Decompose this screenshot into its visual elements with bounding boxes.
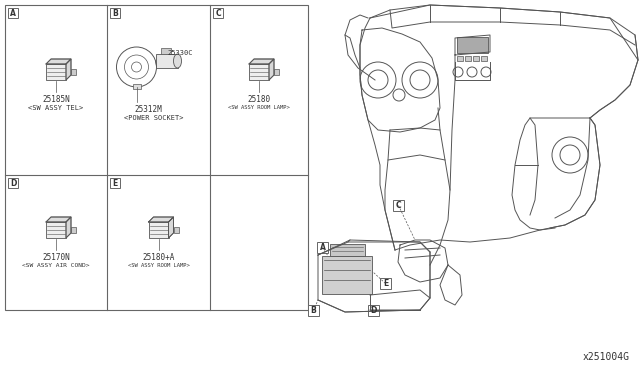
Bar: [8, 8, 18, 18]
Bar: [322, 256, 372, 294]
Bar: [71, 227, 76, 233]
Text: 25170N: 25170N: [42, 253, 70, 262]
Bar: [274, 69, 279, 75]
Bar: [5, 5, 308, 310]
Polygon shape: [66, 59, 71, 80]
Bar: [173, 227, 179, 233]
Text: E: E: [383, 279, 388, 288]
Bar: [71, 69, 76, 75]
Text: <POWER SOCKET>: <POWER SOCKET>: [124, 115, 183, 121]
Text: 25330C: 25330C: [168, 50, 193, 56]
Text: <SW ASSY TEL>: <SW ASSY TEL>: [28, 105, 84, 111]
Text: E: E: [113, 179, 118, 187]
Bar: [46, 222, 66, 238]
Text: 25180: 25180: [248, 95, 271, 104]
Bar: [465, 56, 471, 61]
Bar: [368, 305, 379, 316]
Polygon shape: [46, 59, 71, 64]
Bar: [481, 56, 487, 61]
Bar: [110, 8, 120, 18]
Bar: [132, 84, 141, 89]
Text: 25185N: 25185N: [42, 95, 70, 104]
Bar: [213, 8, 223, 18]
Text: x251004G: x251004G: [583, 352, 630, 362]
Text: 25312M: 25312M: [134, 105, 163, 114]
Bar: [330, 244, 365, 256]
Bar: [317, 242, 328, 253]
Bar: [148, 222, 168, 238]
Bar: [110, 178, 120, 188]
Bar: [156, 54, 177, 68]
Text: D: D: [371, 306, 377, 315]
Bar: [46, 64, 66, 80]
Text: A: A: [319, 243, 325, 252]
Text: <SW ASSY AIR COND>: <SW ASSY AIR COND>: [22, 263, 90, 268]
Polygon shape: [249, 59, 274, 64]
Bar: [249, 64, 269, 80]
Polygon shape: [46, 217, 71, 222]
Bar: [308, 305, 319, 316]
Text: C: C: [215, 9, 221, 17]
Polygon shape: [148, 217, 173, 222]
Bar: [457, 37, 488, 53]
Text: D: D: [10, 179, 16, 187]
Bar: [473, 56, 479, 61]
Text: C: C: [396, 201, 401, 210]
Text: <SW ASSY ROOM LAMP>: <SW ASSY ROOM LAMP>: [228, 105, 290, 110]
Polygon shape: [66, 217, 71, 238]
Text: B: B: [310, 306, 316, 315]
Text: <SW ASSY ROOM LAMP>: <SW ASSY ROOM LAMP>: [127, 263, 189, 268]
Text: B: B: [112, 9, 118, 17]
Bar: [161, 48, 170, 54]
Polygon shape: [269, 59, 274, 80]
Text: 25180+A: 25180+A: [142, 253, 175, 262]
Bar: [380, 278, 391, 289]
Bar: [8, 178, 18, 188]
Ellipse shape: [173, 54, 182, 68]
Polygon shape: [168, 217, 173, 238]
Bar: [393, 200, 404, 211]
Text: A: A: [10, 9, 16, 17]
Bar: [457, 56, 463, 61]
